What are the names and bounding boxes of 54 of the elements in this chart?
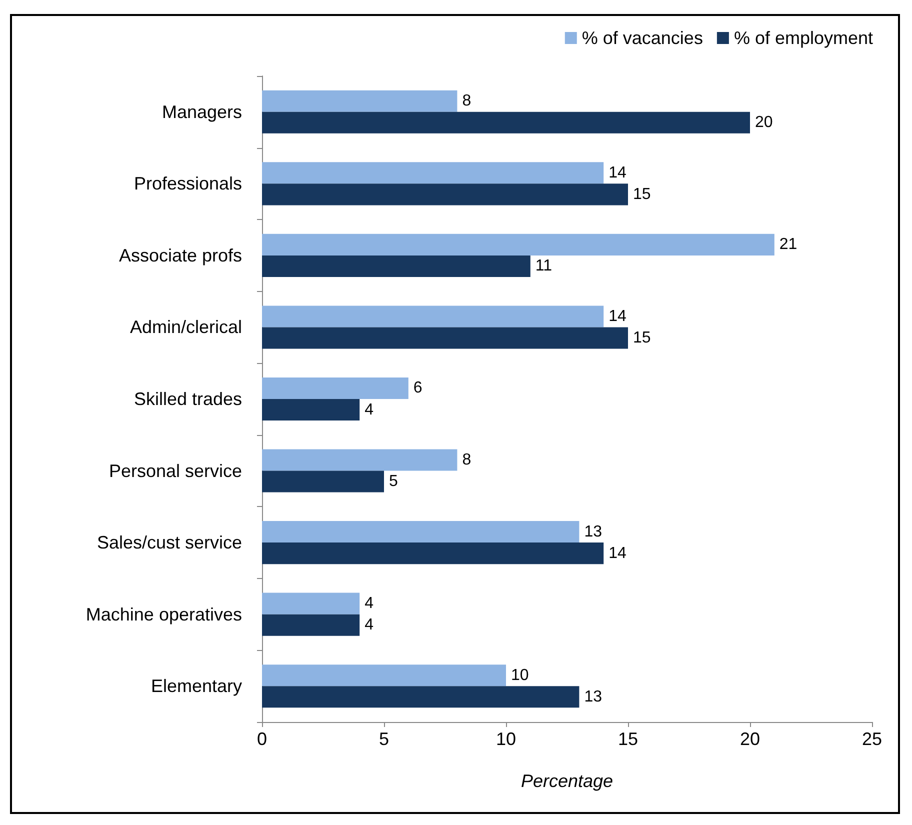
data-label: 14	[608, 308, 626, 325]
data-label: 13	[584, 688, 602, 706]
y-tick-label: Associate profs	[118, 245, 242, 266]
y-tick-label: Personal service	[108, 460, 242, 481]
bar	[262, 470, 384, 492]
data-label: 13	[584, 523, 602, 540]
data-label: 11	[535, 258, 552, 275]
bar	[262, 234, 774, 256]
bar	[262, 542, 604, 564]
bar	[262, 306, 604, 328]
y-tick-label: Machine operatives	[86, 604, 242, 624]
y-tick-label: Sales/cust service	[96, 532, 242, 553]
bar	[262, 449, 458, 471]
x-tick-label: 0	[256, 729, 268, 749]
data-label: 4	[364, 595, 374, 612]
x-tick-label: 20	[740, 729, 760, 749]
data-label: 15	[633, 329, 651, 346]
data-label: 14	[608, 164, 626, 182]
bar	[262, 184, 628, 206]
bar	[262, 90, 458, 112]
bar	[262, 521, 580, 543]
data-label: 6	[413, 380, 422, 397]
bar	[262, 377, 408, 399]
bar	[262, 255, 530, 277]
y-tick-label: Managers	[162, 102, 242, 122]
data-label: 10	[511, 666, 529, 684]
x-tick-label: 15	[618, 729, 638, 749]
data-label: 4	[364, 616, 374, 634]
data-label: 14	[608, 544, 626, 562]
data-label: 15	[633, 186, 651, 203]
y-tick-label: Professionals	[134, 174, 242, 194]
y-tick-label: Elementary	[150, 676, 242, 696]
y-tick-label: Skilled trades	[134, 389, 242, 409]
legend-label: % of vacancies	[582, 28, 703, 48]
x-axis-title: Percentage	[520, 771, 614, 791]
data-label: 21	[779, 236, 798, 254]
data-label: 5	[389, 473, 398, 490]
bar	[262, 162, 604, 184]
data-label: 20	[755, 114, 773, 132]
bar	[262, 592, 360, 614]
bar	[262, 399, 360, 421]
bar	[262, 614, 360, 636]
bar	[262, 112, 750, 134]
data-label: 4	[364, 401, 374, 418]
bar	[262, 686, 580, 708]
x-tick-label: 25	[862, 729, 882, 749]
data-label: 8	[462, 452, 472, 469]
x-tick-label: 10	[496, 729, 516, 749]
y-tick-label: Admin/clerical	[130, 317, 242, 338]
bar	[262, 664, 506, 686]
x-tick-label: 5	[378, 729, 390, 749]
legend-label: % of employment	[734, 28, 873, 48]
bar	[262, 327, 628, 349]
data-label: 8	[462, 92, 472, 110]
